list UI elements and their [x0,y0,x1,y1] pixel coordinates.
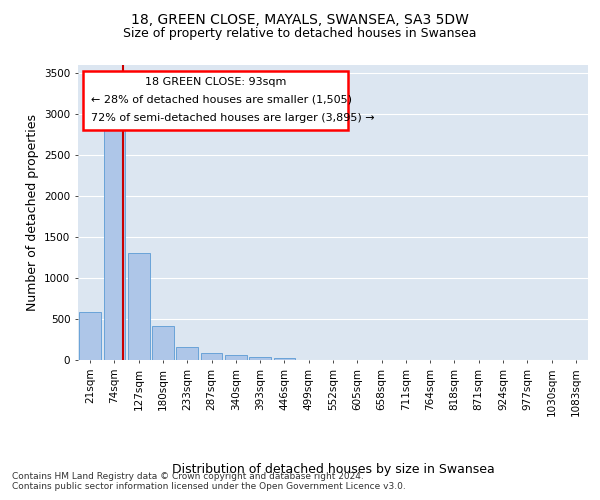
Bar [200,353,223,360]
Text: Size of property relative to detached houses in Swansea: Size of property relative to detached ho… [123,28,477,40]
Bar [152,326,174,360]
Text: 18 GREEN CLOSE: 93sqm: 18 GREEN CLOSE: 93sqm [145,77,286,87]
Text: Distribution of detached houses by size in Swansea: Distribution of detached houses by size … [172,462,494,475]
Bar [274,358,295,360]
Bar [128,254,149,360]
Bar [79,312,101,360]
Y-axis label: Number of detached properties: Number of detached properties [26,114,38,311]
Text: 72% of semi-detached houses are larger (3,895) →: 72% of semi-detached houses are larger (… [91,112,374,122]
Text: ← 28% of detached houses are smaller (1,505): ← 28% of detached houses are smaller (1,… [91,94,352,104]
FancyBboxPatch shape [83,71,348,130]
Bar [104,122,125,360]
Bar [225,356,247,360]
Text: 18, GREEN CLOSE, MAYALS, SWANSEA, SA3 5DW: 18, GREEN CLOSE, MAYALS, SWANSEA, SA3 5D… [131,12,469,26]
Bar [249,357,271,360]
Text: Contains public sector information licensed under the Open Government Licence v3: Contains public sector information licen… [12,482,406,491]
Bar [176,347,198,360]
Text: Contains HM Land Registry data © Crown copyright and database right 2024.: Contains HM Land Registry data © Crown c… [12,472,364,481]
